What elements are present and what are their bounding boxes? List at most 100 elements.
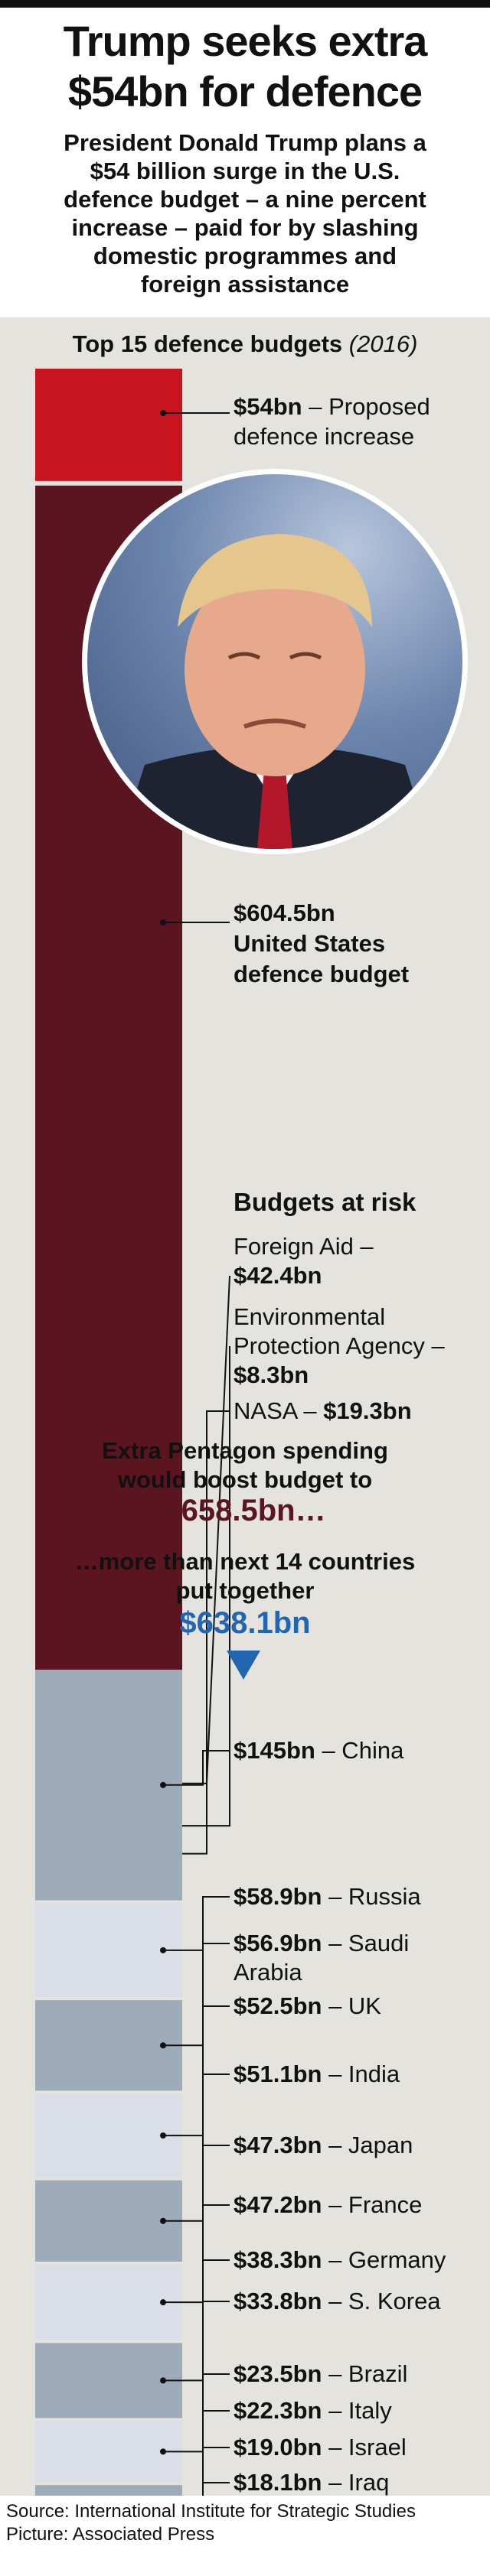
country-value: $33.8bn	[234, 2288, 322, 2314]
standfirst: President Donald Trump plans a $54 billi…	[15, 128, 475, 298]
country-value: $23.5bn	[234, 2360, 322, 2387]
trump-photo	[82, 469, 468, 854]
epa-value: $8.3bn	[234, 1361, 309, 1388]
leader-dot-increase	[160, 410, 166, 416]
country-label-israel: $19.0bn – Israel	[234, 2433, 407, 2462]
bar-country-saudi-arabia	[35, 2000, 182, 2091]
country-name: – Japan	[322, 2132, 413, 2158]
increase-label-line2: defence increase	[234, 423, 415, 450]
bar-country-germany	[35, 2421, 182, 2483]
leader-italy	[202, 2410, 230, 2496]
leader-dot-saudi-arabia	[160, 2042, 166, 2049]
country-name: – China	[315, 1737, 404, 1764]
chart-year: (2016)	[348, 330, 418, 357]
foreign-aid-value: $42.4bn	[234, 1262, 322, 1289]
country-label-france: $47.2bn – France	[234, 2191, 422, 2220]
country-value: $145bn	[234, 1737, 315, 1764]
country-name: – India	[322, 2060, 400, 2087]
leader-dot-japan	[160, 2299, 166, 2306]
increase-value: $54bn	[234, 393, 302, 420]
us-budget-line3: defence budget	[234, 961, 410, 987]
pentagon-line-1: Extra Pentagon spending	[102, 1437, 388, 1464]
leader-dot-russia	[160, 1947, 166, 1953]
down-arrow-icon	[227, 1651, 260, 1680]
nasa-label: NASA – $19.3bn	[234, 1397, 412, 1426]
increase-text: – Proposed	[302, 393, 430, 420]
country-name: – Saudi	[322, 1930, 410, 1956]
country-value: $18.1bn	[234, 2469, 322, 2496]
leader-uk	[163, 2005, 230, 2137]
standfirst-line: foreign assistance	[140, 271, 350, 298]
chart-subtitle: Top 15 defence budgets (2016)	[0, 330, 490, 358]
country-label-s-korea: $33.8bn – S. Korea	[234, 2287, 441, 2316]
country-value: $58.9bn	[234, 1883, 322, 1910]
country-label-japan: $47.3bn – Japan	[234, 2131, 413, 2160]
nasa-value: $19.3bn	[323, 1397, 412, 1424]
epa-text-1: Environmental	[234, 1303, 386, 1330]
leader-dot-uk	[160, 2132, 166, 2139]
picture-credit: Picture: Associated Press	[6, 2524, 215, 2545]
leader-iraq	[202, 2482, 230, 2496]
bar-country-china	[35, 1670, 182, 1901]
header-panel: Trump seeks extra $54bn for defence Pres…	[0, 8, 490, 317]
country-value: $19.0bn	[234, 2434, 322, 2461]
standfirst-line: President Donald Trump plans a	[64, 129, 426, 156]
country-value: $52.5bn	[234, 1992, 322, 2019]
leader-dot-france	[160, 2377, 166, 2384]
pentagon-line-2: would boost budget to	[117, 1466, 373, 1493]
leader-russia	[163, 1896, 230, 1951]
country-name-line2: Arabia	[234, 1959, 302, 1986]
source-credit: Source: International Institute for Stra…	[6, 2501, 416, 2522]
country-label-india: $51.1bn – India	[234, 2060, 400, 2089]
standfirst-line: increase – paid for by slashing	[71, 214, 419, 241]
leader-dot-germany	[160, 2448, 166, 2455]
leader-dot-us-budget	[160, 919, 166, 925]
country-name: – Germany	[322, 2246, 446, 2273]
country-name: – Brazil	[322, 2360, 408, 2387]
bar-country-japan	[35, 2264, 182, 2340]
country-value: $47.2bn	[234, 2191, 322, 2218]
bar-country-india	[35, 2180, 182, 2262]
country-name: – Iraq	[322, 2469, 390, 2496]
foreign-aid-text: Foreign Aid –	[234, 1233, 374, 1260]
country-name: – Israel	[322, 2434, 407, 2461]
chart-title: Top 15 defence budgets	[72, 330, 343, 357]
leader-saudi-arabia	[163, 1943, 230, 2047]
us-budget-value: $604.5bn	[234, 899, 335, 926]
increase-label: $54bn – Proposed	[234, 392, 430, 421]
us-budget-line2: United States	[234, 930, 386, 957]
leader-nasa	[163, 1410, 230, 1855]
leader-israel	[202, 2447, 230, 2496]
leader-epa	[163, 1346, 230, 1827]
pentagon-total: $658.5bn…	[164, 1494, 326, 1527]
bar-proposed-increase	[35, 369, 182, 481]
country-value: $51.1bn	[234, 2060, 322, 2087]
country-name: – Italy	[322, 2397, 392, 2424]
country-label-germany: $38.3bn – Germany	[234, 2246, 446, 2275]
leader-china	[163, 1750, 230, 1786]
footer-panel: Source: International Institute for Stra…	[0, 2496, 490, 2576]
country-label-italy: $22.3bn – Italy	[234, 2396, 392, 2425]
country-label-brazil: $23.5bn – Brazil	[234, 2360, 407, 2389]
top-rule	[0, 0, 490, 8]
bar-country-russia	[35, 1903, 182, 1998]
country-label-uk: $52.5bn – UK	[234, 1992, 381, 2021]
leader-dot-china	[160, 1781, 166, 1788]
bar-country-france	[35, 2343, 182, 2418]
country-name: – S. Korea	[322, 2288, 441, 2314]
country-value: $38.3bn	[234, 2246, 322, 2273]
headline-line-1: Trump seeks extra	[63, 17, 428, 65]
country-name: – UK	[322, 1992, 381, 2019]
others-line-1: …more than next 14 countries	[74, 1548, 416, 1575]
budgets-at-risk-title: Budgets at risk	[234, 1188, 416, 1216]
country-name: – France	[322, 2191, 423, 2218]
standfirst-line: $54 billion surge in the U.S.	[90, 158, 400, 184]
standfirst-line: defence budget – a nine percent	[64, 186, 426, 213]
country-name: – Russia	[322, 1883, 421, 1910]
country-value: $56.9bn	[234, 1930, 322, 1956]
nasa-text: NASA –	[234, 1397, 324, 1424]
country-value: $22.3bn	[234, 2397, 322, 2424]
others-line-2: put together	[175, 1577, 315, 1604]
leader-dot-india	[160, 2217, 166, 2224]
country-label-russia: $58.9bn – Russia	[234, 1882, 421, 1911]
